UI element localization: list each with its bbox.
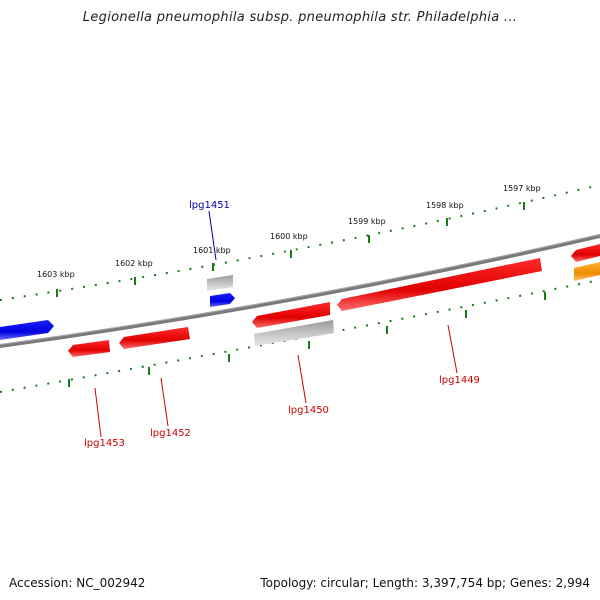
gene-label-lpg1452[interactable]: lpg1452 — [150, 428, 191, 439]
gene-right-edge[interactable] — [571, 244, 600, 262]
major-ticks-inner — [68, 292, 546, 387]
tick-label-1602: 1602 kbp — [115, 259, 153, 268]
leader-lpg1452 — [160, 377, 169, 427]
tick-label-1603: 1603 kbp — [37, 270, 75, 279]
gene-orange[interactable] — [574, 262, 600, 281]
tick-label-1597: 1597 kbp — [503, 184, 541, 193]
gene-label-lpg1449[interactable]: lpg1449 — [439, 375, 480, 386]
gene-lpg1452[interactable] — [119, 327, 190, 349]
gene-label-lpg1450[interactable]: lpg1450 — [288, 405, 329, 416]
gene-pseudo-lower[interactable] — [254, 320, 334, 346]
gene-forward-left[interactable] — [0, 320, 54, 340]
leader-lpg1450 — [297, 354, 307, 404]
gene-pseudo-upper[interactable] — [207, 275, 233, 291]
gene-lpg1449[interactable] — [337, 258, 542, 311]
tick-track-outer — [0, 184, 600, 301]
gene-lpg1451[interactable] — [210, 293, 235, 307]
tick-label-1601: 1601 kbp — [193, 246, 231, 255]
map-title: Legionella pneumophila subsp. pneumophil… — [82, 10, 518, 25]
topology-summary: Topology: circular; Length: 3,397,754 bp… — [260, 576, 590, 590]
accession-text: Accession: NC_002942 — [9, 576, 146, 590]
leader-lpg1453 — [94, 387, 102, 438]
gene-label-lpg1453[interactable]: lpg1453 — [84, 438, 125, 449]
tick-track-inner — [0, 279, 600, 393]
gene-label-lpg1451[interactable]: lpg1451 — [189, 200, 230, 211]
major-ticks-outer — [56, 202, 525, 297]
genome-backbone — [0, 234, 600, 348]
gene-lpg1450[interactable] — [252, 302, 330, 328]
gene-lpg1453[interactable] — [68, 340, 110, 357]
tick-label-1599: 1599 kbp — [348, 217, 386, 226]
tick-label-1600: 1600 kbp — [270, 232, 308, 241]
leader-lpg1451 — [208, 210, 217, 261]
tick-label-1598: 1598 kbp — [426, 201, 464, 210]
leader-lpg1449 — [447, 324, 458, 374]
